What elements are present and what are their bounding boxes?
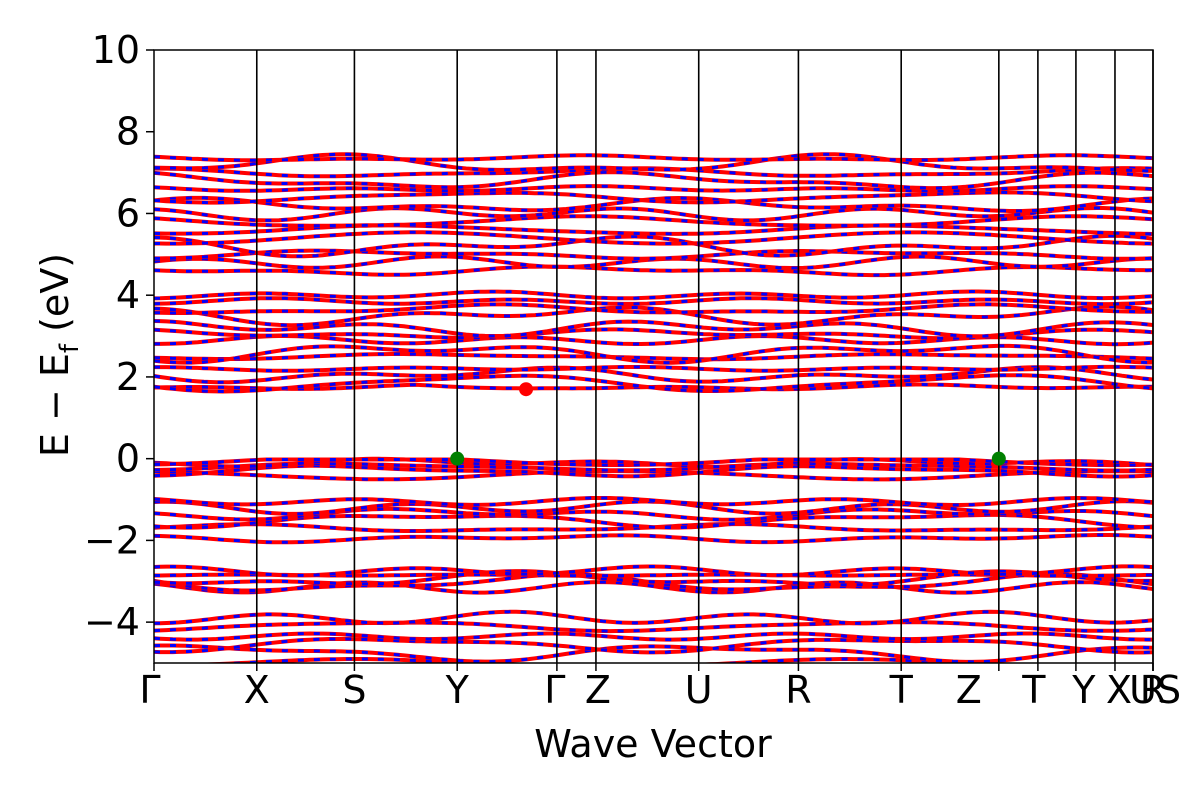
band-line-blue — [154, 290, 1153, 300]
x-tick-label: Z — [585, 668, 611, 712]
band-line-blue — [154, 234, 1153, 258]
x-axis-title: Wave Vector — [534, 722, 772, 766]
y-tick-label: 2 — [116, 355, 140, 399]
x-tick-label: T — [1021, 668, 1046, 712]
band-line-blue — [154, 296, 1153, 306]
band-line-blue — [154, 365, 1153, 373]
band-line-blue — [154, 610, 1153, 625]
y-tick-label: 4 — [116, 273, 140, 317]
band-line-blue — [154, 214, 1153, 228]
band-line-blue — [154, 458, 1153, 467]
x-tick-label: Γ — [544, 668, 565, 712]
x-tick-label: U — [685, 668, 713, 712]
x-tick-label: Y — [445, 668, 470, 712]
band-line-blue — [154, 152, 1153, 173]
y-tick-label: 6 — [116, 191, 140, 235]
band-line-blue — [154, 170, 1153, 190]
band-line-blue — [154, 319, 1153, 338]
band-line-blue — [154, 190, 1153, 205]
y-tick-label: 0 — [116, 437, 140, 481]
band-line-blue — [154, 569, 1153, 587]
x-tick-label: X — [1106, 668, 1132, 712]
extrema-markers — [450, 382, 1006, 466]
band-line-blue — [154, 644, 1153, 663]
band-line-blue — [154, 184, 1153, 193]
band-line-blue — [154, 507, 1153, 522]
x-tick-label: Z — [956, 668, 982, 712]
band-line-blue — [154, 564, 1153, 577]
x-tick-label: R — [1140, 668, 1166, 712]
band-line-blue — [154, 230, 1153, 246]
plot-frame — [153, 49, 1154, 664]
extremum-marker — [450, 451, 465, 466]
band-line-blue — [154, 373, 1153, 394]
x-axis-ticks: Γ X S Y Γ Z U R T Z T Y XU SR — [139, 663, 1181, 712]
y-tick-label: 10 — [92, 28, 140, 72]
x-tick-label: S — [342, 668, 366, 712]
band-line-blue — [154, 265, 1153, 277]
y-tick-label: 8 — [116, 110, 140, 154]
band-line-blue — [154, 620, 1153, 633]
band-line-blue — [154, 223, 1153, 236]
band-line-blue — [154, 496, 1153, 507]
extremum-marker — [519, 382, 534, 397]
x-tick-label: Γ — [139, 668, 160, 712]
band-line-blue — [154, 249, 1153, 261]
band-line-blue — [154, 206, 1153, 222]
x-tick-label: T — [889, 668, 914, 712]
x-tick-label: X — [244, 668, 270, 712]
y-axis-title: E − Ef (eV) — [33, 253, 85, 457]
band-line-blue — [154, 302, 1153, 315]
band-line-blue — [154, 631, 1153, 642]
band-line-blue — [154, 637, 1153, 654]
x-tick-label: S — [1157, 668, 1181, 712]
band-line-blue — [154, 305, 1153, 327]
x-tick-label: R — [785, 668, 811, 712]
x-tick-label: U — [1129, 668, 1157, 712]
y-axis-ticks: −4 −2 0 2 4 6 8 10 — [84, 28, 154, 644]
band-line-blue — [154, 153, 1153, 162]
extremum-marker — [991, 451, 1006, 466]
band-line-blue — [154, 344, 1153, 365]
y-tick-label: −2 — [84, 518, 140, 562]
band-line-red — [191, 657, 1032, 663]
band-lines — [154, 152, 1153, 663]
y-tick-label: −4 — [84, 600, 140, 644]
band-line-blue — [154, 580, 1153, 595]
band-line-blue — [154, 464, 1153, 478]
high-symmetry-lines — [255, 50, 1154, 663]
band-line-blue — [154, 533, 1153, 544]
band-line-blue — [154, 352, 1153, 361]
band-line-blue — [154, 462, 1153, 472]
x-tick-label: Y — [1071, 668, 1096, 712]
